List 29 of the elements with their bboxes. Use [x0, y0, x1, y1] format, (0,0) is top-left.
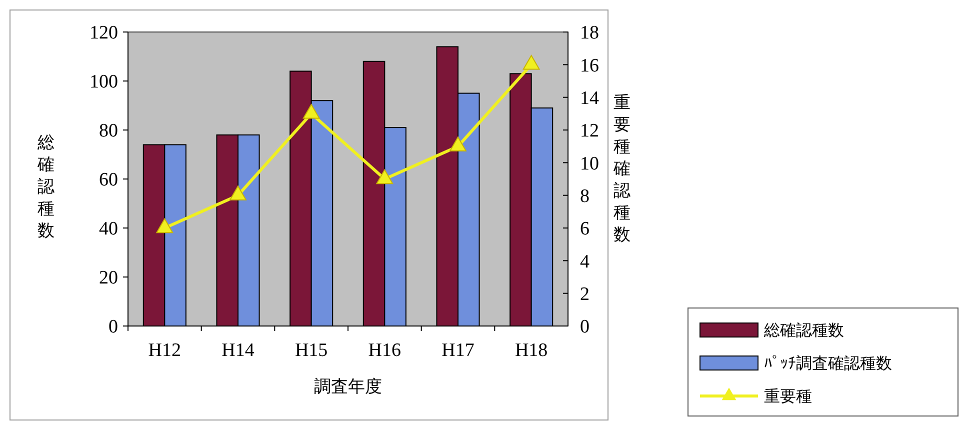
- x-tick-label: H16: [368, 340, 402, 361]
- y2-tick-label: 10: [580, 153, 599, 174]
- legend-label: ﾊﾟｯﾁ調査確認種数: [764, 354, 892, 373]
- y2-tick-label: 2: [580, 284, 590, 305]
- y2-tick-label: 8: [580, 186, 590, 207]
- y-tick-label: 80: [99, 120, 118, 142]
- x-tick-label: H12: [148, 340, 182, 361]
- x-tick-label: H17: [442, 340, 474, 361]
- y-tick-label: 60: [99, 170, 118, 191]
- x-tick-label: H18: [514, 340, 548, 361]
- legend-label: 総確認種数: [763, 322, 844, 340]
- legend-label: 重要種: [764, 388, 812, 406]
- y2-tick-label: 0: [580, 316, 590, 338]
- y-tick-label: 120: [90, 22, 118, 44]
- x-axis-title: 調査年度: [314, 377, 382, 396]
- y2-tick-label: 6: [580, 218, 590, 240]
- y2-tick-label: 18: [580, 22, 599, 44]
- x-tick-label: H14: [222, 340, 255, 361]
- y2-tick-label: 16: [580, 55, 599, 76]
- y-axis-title: 総確認種数: [36, 133, 54, 240]
- y2-tick-label: 14: [580, 88, 600, 109]
- x-tick-label: H15: [294, 340, 328, 361]
- y2-axis-title: 重要種確認種数: [612, 93, 630, 244]
- y2-tick-label: 4: [580, 251, 590, 272]
- y-tick-label: 0: [108, 316, 118, 338]
- y-tick-label: 40: [99, 218, 118, 240]
- y2-tick-label: 12: [580, 120, 599, 142]
- y-tick-label: 100: [90, 72, 118, 93]
- y-tick-label: 20: [99, 268, 118, 289]
